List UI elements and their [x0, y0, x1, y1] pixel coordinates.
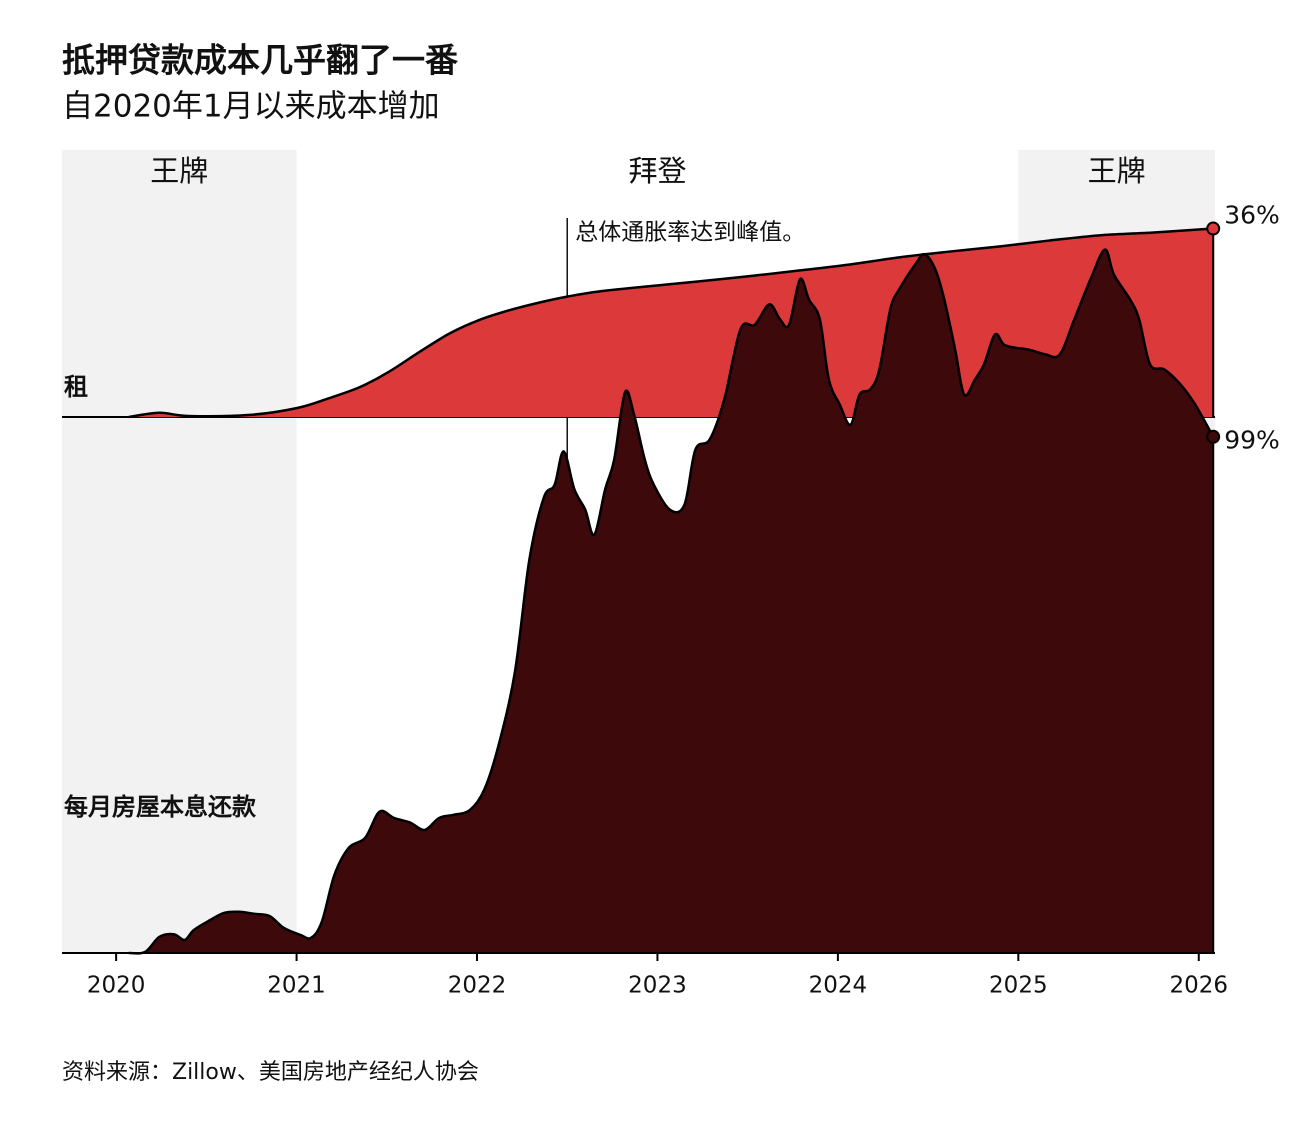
value-label: 99% — [1224, 426, 1280, 455]
end-dot — [1206, 429, 1221, 444]
x-tick-label: 2025 — [989, 973, 1048, 999]
x-tick-label: 2022 — [448, 973, 507, 999]
source: 资料来源：Zillow、美国房地产经纪人协会 — [62, 1060, 479, 1085]
x-tick-label: 2026 — [1169, 973, 1228, 999]
x-tick-label: 2024 — [809, 973, 868, 999]
chart-title: 抵押贷款成本几乎翻了一番 — [62, 41, 458, 80]
series-label: 租 — [64, 373, 88, 401]
period-shade — [62, 150, 297, 953]
area-line — [128, 248, 1215, 955]
annotation: 总体通胀率达到峰值。 — [575, 220, 805, 246]
value-label: 36% — [1224, 201, 1280, 230]
x-tick-label: 2023 — [628, 973, 687, 999]
area — [128, 249, 1214, 954]
end-dot — [1206, 221, 1221, 236]
x-tick-label: 2021 — [267, 973, 326, 999]
period-label: 王牌 — [150, 154, 208, 188]
x-tick-label: 2020 — [87, 973, 146, 999]
chart-subtitle: 自2020年1月以来成本增加 — [62, 89, 440, 125]
series-label: 每月房屋本息还款 — [64, 793, 257, 821]
area-line — [128, 227, 1214, 419]
period-label: 拜登 — [628, 154, 686, 188]
period-label: 王牌 — [1088, 154, 1146, 188]
